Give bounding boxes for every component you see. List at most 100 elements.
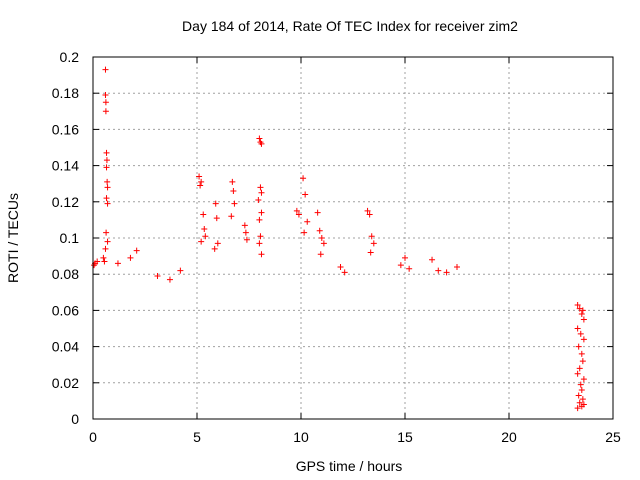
data-point bbox=[317, 251, 324, 258]
y-tick-label: 0.06 bbox=[52, 302, 79, 318]
data-point bbox=[429, 256, 436, 263]
data-point bbox=[579, 307, 586, 314]
data-point bbox=[370, 240, 377, 247]
y-tick-label: 0.14 bbox=[52, 158, 79, 174]
data-point bbox=[320, 240, 327, 247]
data-point bbox=[211, 245, 218, 252]
data-point bbox=[166, 276, 173, 283]
data-point bbox=[230, 187, 237, 194]
data-point bbox=[103, 149, 110, 156]
data-point bbox=[202, 233, 209, 240]
grid-lines bbox=[93, 57, 613, 419]
data-point bbox=[397, 262, 404, 269]
data-point bbox=[127, 254, 134, 261]
data-point bbox=[104, 238, 111, 245]
data-point bbox=[368, 233, 375, 240]
y-tick-label: 0.2 bbox=[60, 49, 80, 65]
data-point bbox=[580, 376, 587, 383]
data-point bbox=[114, 260, 121, 267]
x-tick-label: 0 bbox=[89, 429, 97, 445]
data-point bbox=[576, 365, 583, 372]
axis-ticks bbox=[92, 56, 614, 420]
data-point bbox=[242, 229, 249, 236]
data-point bbox=[341, 269, 348, 276]
data-point bbox=[102, 92, 109, 99]
data-point bbox=[256, 216, 263, 223]
y-tick-label: 0.02 bbox=[52, 375, 79, 391]
data-point bbox=[578, 350, 585, 357]
data-point bbox=[316, 227, 323, 234]
data-point bbox=[574, 370, 581, 377]
data-point bbox=[257, 184, 264, 191]
y-tick-label: 0 bbox=[71, 411, 79, 427]
data-points bbox=[91, 66, 587, 412]
data-point bbox=[258, 140, 265, 147]
data-point bbox=[133, 247, 140, 254]
data-point bbox=[102, 99, 109, 106]
data-point bbox=[256, 135, 263, 142]
data-point bbox=[577, 330, 584, 337]
data-point bbox=[198, 238, 205, 245]
data-point bbox=[103, 164, 110, 171]
data-point bbox=[577, 381, 584, 388]
data-point bbox=[104, 184, 111, 191]
y-tick-label: 0.12 bbox=[52, 194, 79, 210]
data-point bbox=[576, 399, 583, 406]
y-tick-label: 0.08 bbox=[52, 266, 79, 282]
y-tick-label: 0.04 bbox=[52, 339, 79, 355]
data-point bbox=[574, 301, 581, 308]
data-point bbox=[318, 235, 325, 241]
data-point bbox=[229, 178, 236, 185]
data-point bbox=[104, 178, 111, 185]
data-point bbox=[295, 211, 302, 218]
data-point bbox=[435, 267, 442, 274]
data-point bbox=[256, 240, 263, 247]
y-tick-label: 0.18 bbox=[52, 85, 79, 101]
data-point bbox=[102, 66, 109, 73]
data-point bbox=[314, 209, 321, 216]
y-tick-label: 0.16 bbox=[52, 121, 79, 137]
data-point bbox=[258, 209, 265, 216]
data-point bbox=[241, 222, 248, 229]
data-point bbox=[103, 157, 110, 164]
data-point bbox=[579, 358, 586, 365]
data-point bbox=[580, 316, 587, 323]
data-point bbox=[243, 236, 250, 243]
data-point bbox=[301, 229, 308, 236]
data-point bbox=[177, 267, 184, 274]
data-point bbox=[196, 173, 203, 180]
data-point bbox=[102, 108, 109, 115]
data-point bbox=[101, 258, 108, 265]
data-point bbox=[302, 191, 309, 198]
data-point bbox=[103, 195, 110, 202]
data-point bbox=[443, 269, 450, 276]
data-point bbox=[228, 213, 235, 220]
data-point bbox=[293, 207, 300, 214]
x-tick-label: 5 bbox=[193, 429, 201, 445]
data-point bbox=[454, 263, 460, 270]
data-point bbox=[231, 200, 238, 207]
data-point bbox=[578, 311, 585, 318]
data-point bbox=[214, 240, 221, 247]
data-point bbox=[580, 336, 587, 343]
data-point bbox=[574, 405, 581, 412]
data-point bbox=[300, 175, 307, 182]
data-point bbox=[367, 249, 374, 256]
data-point bbox=[578, 403, 585, 410]
data-point bbox=[212, 200, 219, 207]
data-point bbox=[258, 189, 265, 196]
data-point bbox=[258, 251, 265, 258]
data-point bbox=[255, 196, 262, 203]
data-point bbox=[103, 229, 110, 236]
x-tick-label: 20 bbox=[501, 429, 517, 445]
data-point bbox=[197, 182, 204, 189]
data-point bbox=[579, 396, 586, 403]
data-point bbox=[366, 211, 373, 218]
data-point bbox=[574, 325, 581, 332]
x-tick-label: 25 bbox=[605, 429, 621, 445]
data-point bbox=[102, 245, 109, 252]
chart-title: Day 184 of 2014, Rate Of TEC Index for r… bbox=[182, 18, 518, 34]
data-point bbox=[337, 263, 344, 270]
x-axis-label: GPS time / hours bbox=[296, 458, 403, 474]
